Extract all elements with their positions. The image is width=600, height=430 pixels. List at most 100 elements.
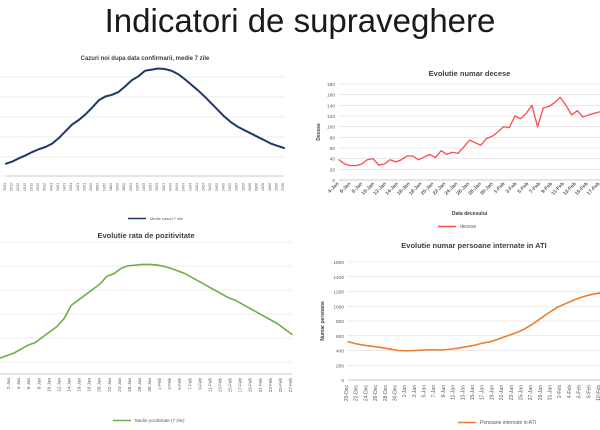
series-line-icu (347, 292, 600, 352)
x-tick-label: 27-Feb (288, 378, 293, 393)
x-tick-label: 29-Jan (538, 385, 544, 401)
x-tick-label: 09/05 (215, 183, 219, 191)
y-tick-label: 180 (327, 82, 335, 88)
x-tick-label: 5-Feb (517, 181, 531, 195)
y-axis-title: Numar persoane (320, 301, 326, 341)
x-tick-label: 9-Feb (197, 378, 202, 390)
chart-title: Evolutie numar decese (429, 69, 511, 78)
x-tick-label: 14/05 (221, 183, 225, 191)
x-tick-label: 10/12 (16, 183, 20, 191)
legend-label: Medie cazuri 7 zile (150, 216, 184, 221)
x-tick-label: 19/04 (188, 183, 192, 191)
x-tick-label: 28-Dec (383, 385, 389, 402)
x-tick-label: 12-Jan (56, 378, 61, 392)
x-tick-label: 08/06 (255, 183, 259, 191)
x-tick-label: 19-Jan (489, 385, 495, 401)
x-tick-label: 14/01 (63, 183, 67, 191)
x-tick-label: 11-Jan (451, 385, 457, 400)
x-tick-label: 30/03 (162, 183, 166, 191)
x-tick-label: 26-Dec (373, 385, 379, 402)
x-tick-label: 30-Jan (479, 181, 494, 196)
x-tick-label: 10-Jan (46, 378, 51, 392)
x-tick-label: 1-Feb (157, 378, 162, 390)
x-tick-label: 19/01 (69, 183, 73, 191)
x-tick-label: 1-Jan (402, 385, 408, 398)
x-tick-label: 7-Jan (431, 385, 437, 398)
x-tick-label: 27-Jan (528, 385, 534, 401)
x-tick-label: 13-Feb (218, 378, 223, 393)
x-tick-label: 13/06 (261, 183, 265, 191)
y-tick-label: 160 (327, 93, 335, 99)
y-tick-label: 1000 (333, 304, 344, 310)
x-tick-label: 26-Jan (127, 378, 132, 392)
y-tick-label: 80 (330, 135, 336, 141)
x-tick-label: 17-Feb (586, 181, 600, 197)
x-tick-label: 15/03 (142, 183, 146, 191)
x-tick-label: 2-Feb (557, 385, 563, 398)
x-tick-label: 1-Feb (493, 181, 507, 195)
chart-title: Cazuri noi dupa data confirmarii, medie … (81, 56, 210, 62)
x-tick-label: 3-Feb (167, 378, 172, 390)
x-tick-label: 3-Feb (505, 181, 519, 195)
x-tick-label: 20-Dec (344, 385, 350, 402)
chart-deaths: Evolutie numar decese 0 20 40 60 80 100 120 140 1… (300, 52, 600, 230)
x-tick-label: 4-Feb (567, 385, 573, 398)
y-tick-label: 100 (327, 125, 335, 131)
x-tick-label: 6-Feb (577, 385, 583, 398)
x-tick-label: 22-Jan (107, 378, 112, 392)
x-tick-label: 15-Jan (470, 385, 476, 401)
x-tick-label: 11-Feb (207, 378, 212, 392)
chart-cases-svg: Cazuri noi dupa data confirmarii, medie … (0, 56, 285, 221)
x-tick-label: 18/02 (109, 183, 113, 191)
x-tick-label: 20/03 (149, 183, 153, 191)
y-tick-label: 120 (327, 114, 335, 120)
x-tick-label: 28-Jan (137, 378, 142, 392)
y-tick-label: 200 (336, 363, 344, 369)
x-tick-label: 17-Jan (480, 385, 486, 401)
x-tick-label: 24/05 (235, 183, 239, 191)
x-tick-label: 03/02 (89, 183, 93, 191)
x-tick-label: 09/04 (175, 183, 179, 191)
x-tick-label: 3-Jan (412, 385, 418, 398)
x-tick-label: 19/05 (228, 183, 232, 191)
chart-positivity-svg: Evolutie rata de pozitivitate 31-Dec 2-Jan… (0, 231, 293, 423)
x-tick-label: 23/02 (116, 183, 120, 191)
x-tick-label: 4-Jan (327, 181, 340, 194)
chart-icu-svg: Evolutie numar persoane internate in ATI… (320, 241, 600, 426)
y-tick-label: 20 (330, 167, 336, 173)
x-tick-label: 04/05 (208, 183, 212, 191)
x-tick-label: 30/12 (43, 183, 47, 191)
x-tick-label: 8-Feb (586, 385, 592, 398)
x-tick-label: 22-Dec (354, 385, 360, 402)
x-tick-label: 21-Jan (499, 385, 505, 401)
x-tick-label: 21-Feb (258, 378, 263, 393)
x-tick-label: 4-Jan (16, 378, 21, 390)
x-tick-label: 30-Dec (392, 385, 398, 402)
x-tick-label: 6-Jan (339, 181, 352, 194)
x-tick-label: 14/04 (182, 183, 186, 191)
x-tick-label: 16-Jan (77, 378, 82, 392)
x-tick-label: 31-Dec (0, 377, 1, 392)
y-tick-label: 0 (341, 378, 344, 384)
x-tick-label: 7-Feb (528, 181, 542, 195)
y-tick-label: 800 (336, 319, 344, 325)
legend-label: Medie pozitivitate (7 zile) (135, 418, 185, 423)
y-tick-label: 140 (327, 103, 335, 109)
x-tick-label: 15/12 (23, 183, 27, 191)
y-tick-label: 60 (330, 146, 336, 152)
x-tick-label: 19-Feb (248, 378, 253, 393)
x-tick-label: 04/04 (168, 183, 172, 191)
x-tick-label: 17-Feb (238, 378, 243, 393)
x-tick-label: 25-Feb (278, 378, 283, 393)
chart-title: Evolutie numar persoane internate in ATI (401, 241, 546, 250)
x-tick-label: 25/03 (155, 183, 159, 191)
x-tick-label: 30-Jan (147, 378, 152, 392)
x-tick-label: 24/04 (195, 183, 199, 191)
x-tick-label: 29/05 (241, 183, 245, 191)
x-tick-label: 20/12 (29, 183, 33, 191)
legend-label: decese (460, 224, 476, 230)
x-tick-label: 13/02 (102, 183, 106, 191)
x-tick-label: 03/06 (248, 183, 252, 191)
x-tick-label: 08/02 (96, 183, 100, 191)
y-tick-label: 1600 (333, 260, 344, 266)
